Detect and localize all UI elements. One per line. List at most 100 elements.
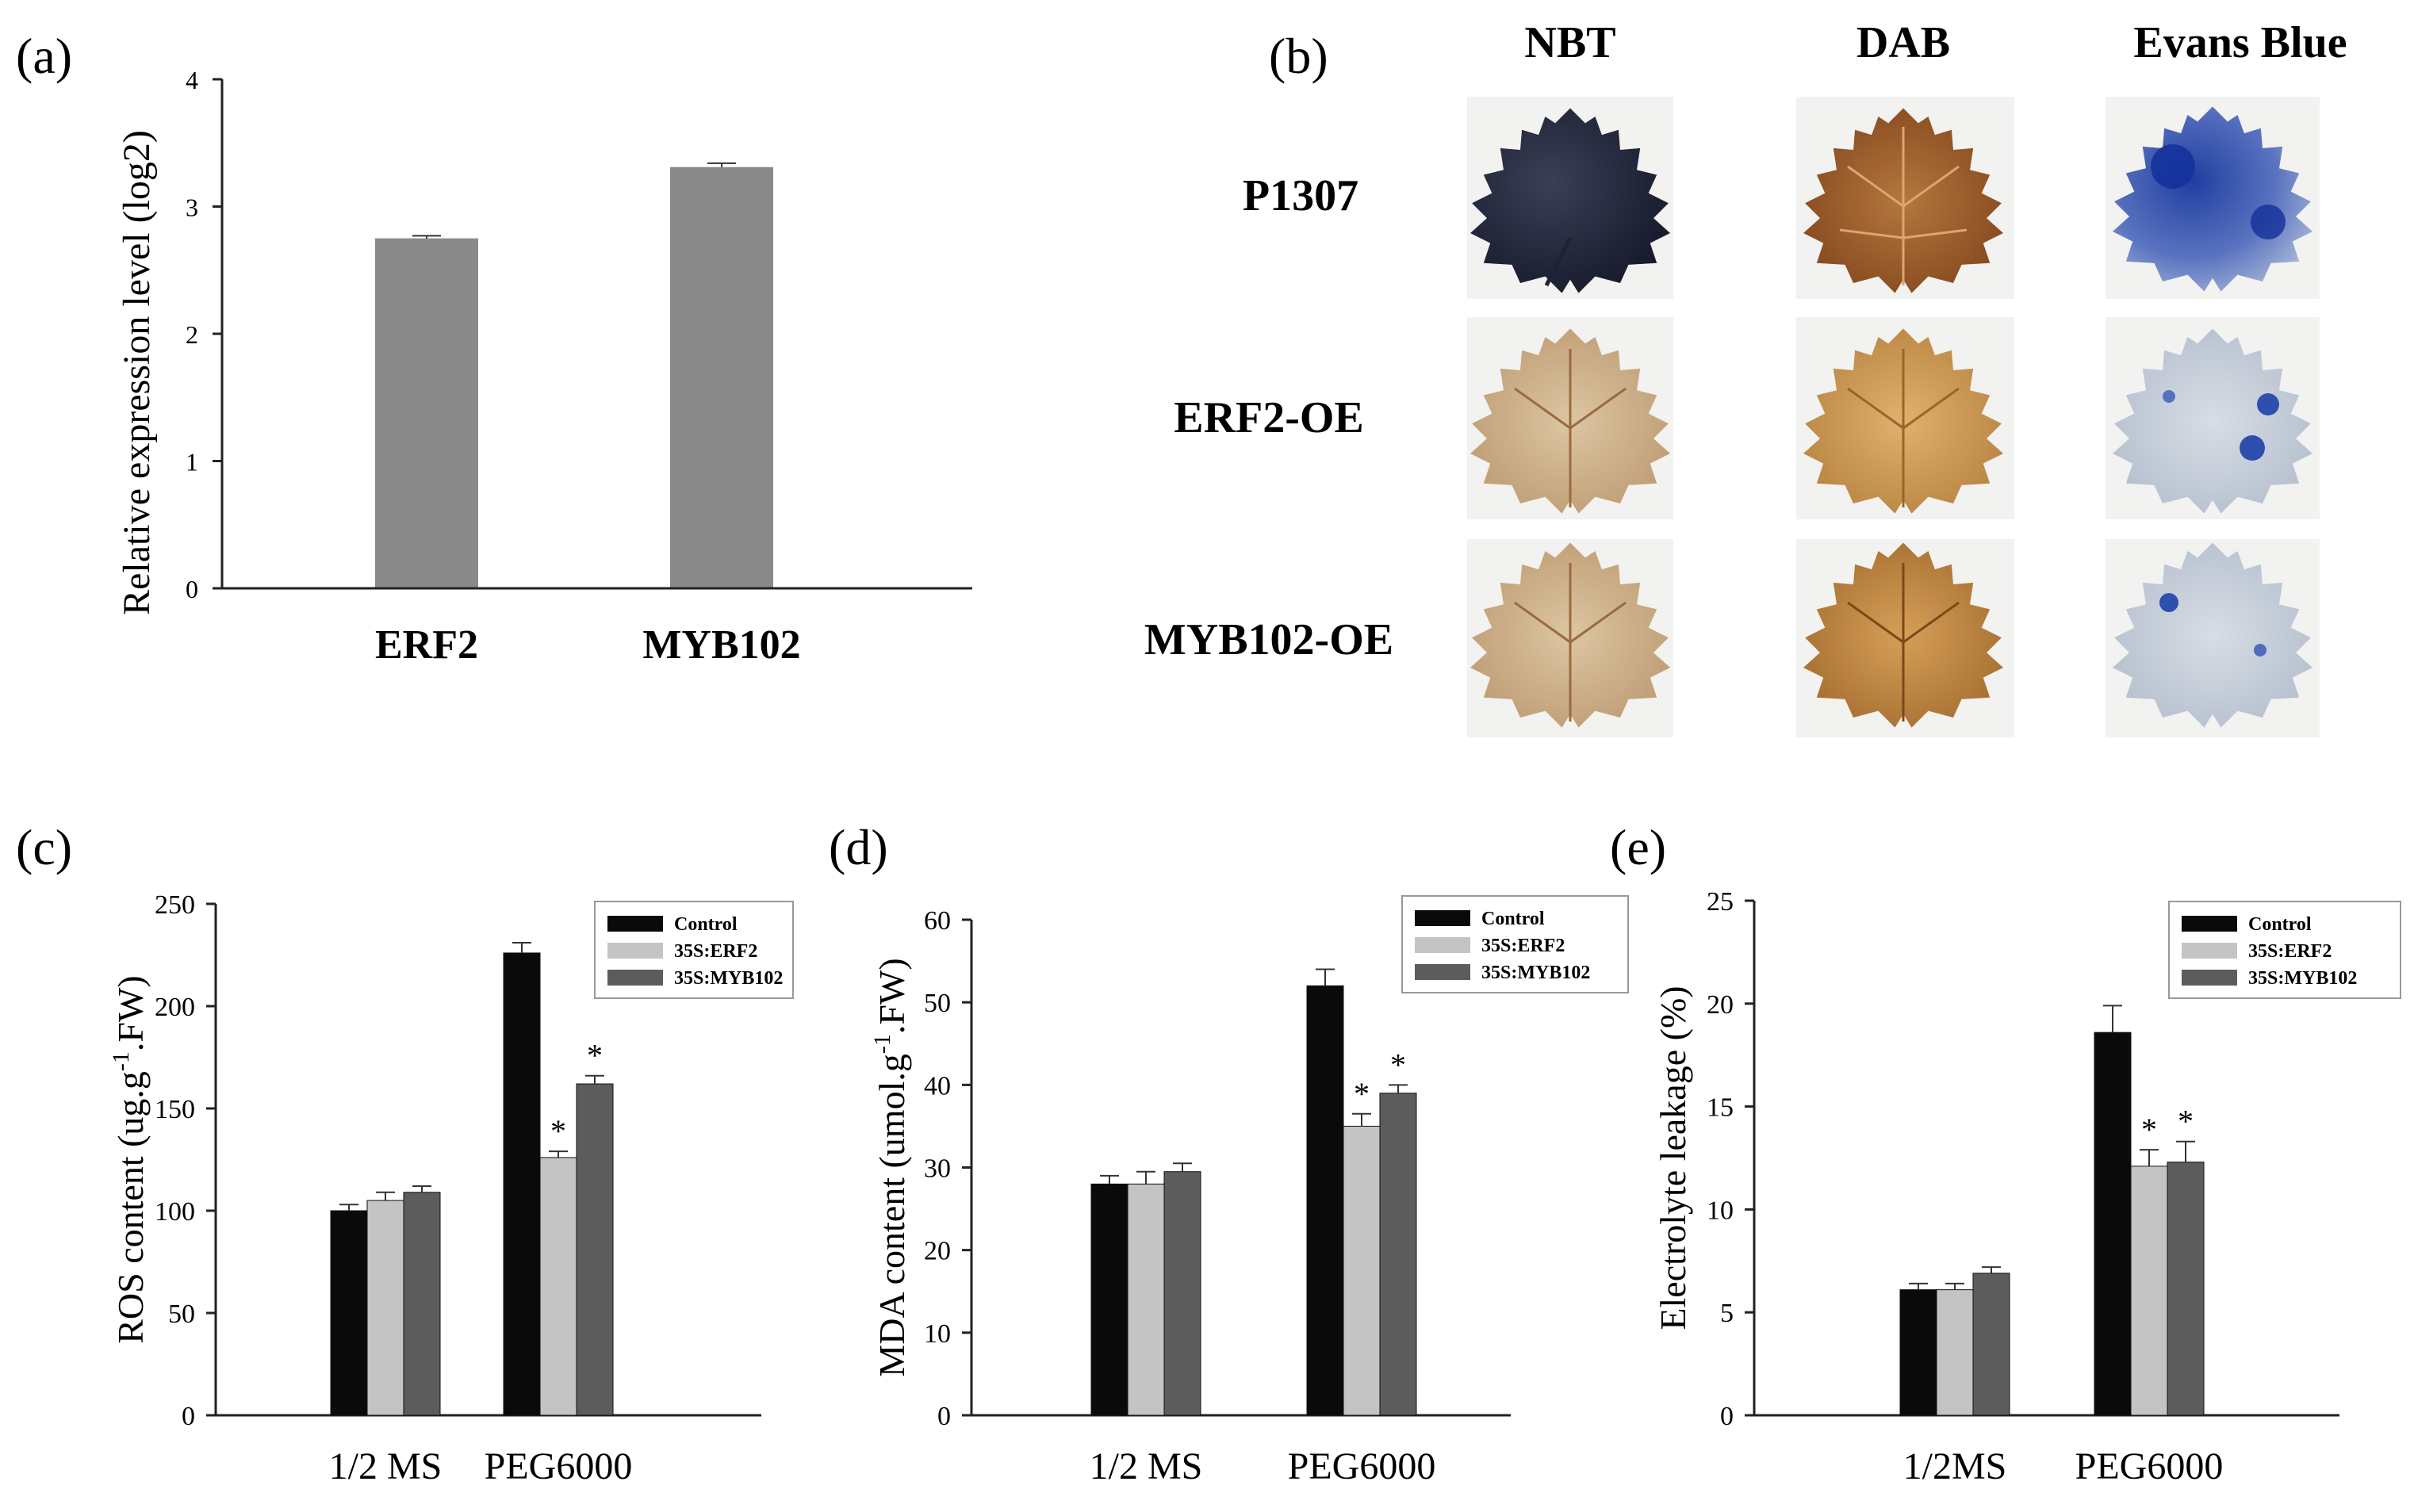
panel-d-x-tick-label: PEG6000 [1288,1445,1436,1487]
panel-d-legend-label-2: 35S:MYB102 [1481,963,1590,983]
panel-e-y-tick-label: 10 [1707,1196,1734,1225]
panel-e-legend-label-1: 35S:ERF2 [2248,941,2332,962]
panel-c-legend-swatch-2 [607,970,663,986]
leaf-erf2-oe-dab [1796,317,2014,519]
panel-c-legend-swatch-0 [607,916,663,932]
leaf-p1307-nbt [1467,97,1673,299]
panel-c-y-tick-label: 150 [155,1095,195,1124]
panel-c-significance-star: * [550,1113,566,1149]
panel-e-bar-control-0 [1899,1289,1937,1416]
panel-c-legend-label-2: 35S:MYB102 [674,968,783,989]
panel-e-legend-swatch-1 [2182,943,2237,959]
panel-c-bar-35s-erf2-1 [539,1157,577,1416]
panel-a-bar-erf2 [375,238,478,588]
panel-e-y-tick-label: 5 [1720,1299,1734,1328]
panel-a-bars [375,162,773,588]
panel-b-label: (b) [1269,28,1328,84]
panel-e-x-tick-label: PEG6000 [2075,1445,2224,1487]
panel-d-bar-35s-myb102-1 [1379,1093,1417,1416]
panel-d-y-label: MDA content (umol.g-1.FW) [869,958,912,1376]
panel-c-bar-35s-myb102-0 [403,1192,441,1416]
panel-b-col-nbt: NBT [1524,18,1615,67]
panel-a-y-tick-label: 2 [186,320,198,349]
panel-d-legend-label-1: 35S:ERF2 [1481,936,1565,956]
leaf-myb102-oe-nbt [1467,539,1673,737]
panel-e-bar-35s-myb102-1 [2167,1162,2205,1416]
leaf-erf2-oe-nbt [1467,317,1673,519]
panel-a-x-tick-myb102: MYB102 [642,622,800,668]
panel-c-x-tick-label: 1/2 MS [329,1445,443,1487]
panel-c-legend-swatch-1 [607,943,663,959]
panel-a-y-tick-label: 3 [186,193,198,222]
panel-b: (b) NBT DAB Evans Blue P1307 ERF2-OE MYB… [1144,18,2347,737]
panel-e-x-tick-label: 1/2MS [1903,1445,2007,1487]
panel-a-x-tick-erf2: ERF2 [375,622,478,668]
panel-d-y-label-superscript: -1 [869,1034,895,1054]
panel-c-label: (c) [16,819,72,875]
panel-a-y-tick-label: 4 [186,66,198,94]
panel-e-bar-35s-erf2-0 [1936,1289,1974,1416]
leaf-erf2-oe-evans-blue [2106,317,2320,519]
panel-c-bar-control-0 [330,1210,368,1416]
panel-d-y-tick-label: 60 [924,906,951,936]
panel-d-bar-35s-myb102-0 [1163,1171,1201,1416]
panel-d-x-tick-label: 1/2 MS [1090,1445,1203,1487]
panel-a-bar-myb102 [670,167,773,588]
panel-a-y-label: Relative expression level (log2) [116,130,158,615]
panel-e-bar-35s-myb102-0 [1972,1273,2010,1416]
panel-c-legend-label-1: 35S:ERF2 [674,941,757,962]
panel-c-bar-35s-erf2-0 [366,1200,404,1416]
panel-d-significance-star: * [1354,1076,1370,1112]
panel-c: (c) 0 50 100 150 200 250 1/2 MS * * PEG6000 ROS co… [16,819,794,1487]
panel-b-col-dab: DAB [1856,18,1950,67]
panel-a-y-tick-label: 1 [186,448,198,477]
panel-e-y-tick-label: 25 [1707,887,1734,917]
panel-e: (e) 0 5 10 15 20 25 1/2MS * * PEG6000 Electrolyte … [1610,819,2401,1487]
panel-d: (d) 0 10 20 30 40 50 60 1/2 MS * * PEG6000 MDA cont… [829,819,1629,1487]
panel-c-y-tick-label: 100 [155,1197,195,1227]
panel-d-legend-label-0: Control [1481,909,1545,929]
panel-c-legend-label-0: Control [674,914,738,935]
panel-c-x-tick-label: PEG6000 [485,1445,633,1487]
panel-a-y-tick-label: 0 [186,575,198,603]
panel-d-y-tick-label: 30 [924,1154,951,1184]
panel-d-legend-swatch-2 [1415,964,1470,980]
panel-d-bar-control-1 [1306,985,1344,1416]
panel-b-row-myb102-oe: MYB102-OE [1144,615,1393,664]
panel-e-label: (e) [1610,819,1666,875]
panel-c-y-label-tail: .FW) [110,975,151,1051]
panel-e-y-label: Electrolyte leakage (%) [1653,986,1693,1330]
panel-c-y-label-superscript: -1 [108,1051,134,1071]
panel-c-y-label-main: ROS content (ug.g [110,1071,151,1344]
panel-a-y-ticks: 0 1 2 3 4 [186,66,222,603]
panel-b-row-erf2-oe: ERF2-OE [1174,393,1364,442]
panel-c-y-tick-label: 50 [168,1300,195,1329]
panel-d-legend-swatch-1 [1415,937,1470,953]
panel-b-row-p1307: P1307 [1243,171,1358,220]
panel-d-significance-star: * [1390,1047,1406,1082]
panel-e-legend-swatch-2 [2182,970,2237,986]
panel-e-significance-star: * [2178,1104,2194,1139]
panel-e-y-tick-label: 15 [1707,1093,1734,1123]
panel-c-y-tick-label: 250 [155,890,195,920]
panel-a: (a) 0 1 2 3 4 ERF2 MYB102 Relative expressio… [16,28,972,668]
leaf-p1307-evans-blue [2106,97,2320,299]
panel-c-bar-35s-myb102-1 [576,1083,614,1416]
panel-c-y-tick-label: 200 [155,993,195,1022]
panel-b-col-evans-blue: Evans Blue [2133,18,2347,67]
panel-c-legend: Control 35S:ERF2 35S:MYB102 [594,901,794,999]
panel-c-y-tick-label: 0 [182,1402,195,1431]
panel-c-y-label: ROS content (ug.g-1.FW) [108,975,151,1344]
panel-d-legend: Control 35S:ERF2 35S:MYB102 [1401,895,1629,993]
panel-d-y-label-main: MDA content (umol.g [872,1054,912,1377]
panel-e-significance-star: * [2141,1112,2157,1147]
panel-e-legend-swatch-0 [2182,916,2237,932]
panel-d-y-tick-label: 40 [924,1071,951,1101]
panel-e-legend: Control 35S:ERF2 35S:MYB102 [2168,901,2401,999]
panel-e-bar-control-1 [2094,1032,2132,1416]
panel-d-y-tick-label: 0 [937,1402,951,1431]
panel-d-y-tick-label: 20 [924,1237,951,1266]
panel-c-bar-control-1 [503,952,541,1416]
panel-a-label: (a) [16,28,72,84]
panel-d-legend-swatch-0 [1415,910,1470,926]
